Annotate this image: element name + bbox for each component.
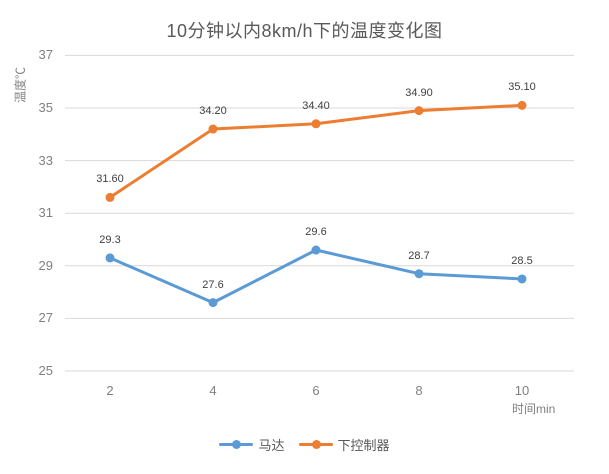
series-line-0 (108, 248, 524, 305)
series-marker (311, 119, 321, 129)
data-label: 28.5 (511, 254, 533, 267)
controller-line-marker-icon (298, 439, 333, 449)
series-marker (517, 274, 527, 284)
legend-label-lower-controller: 下控制器 (337, 437, 390, 453)
data-label: 27.6 (202, 278, 224, 291)
motor-line-marker-icon (219, 439, 254, 449)
series-marker (414, 269, 424, 279)
x-axis-label: 时间min (512, 402, 556, 416)
series-marker (208, 124, 218, 134)
legend-label-motor: 马达 (258, 437, 285, 453)
series-marker (208, 298, 218, 308)
legend-item-motor: 马达 (219, 435, 285, 454)
series-line-1 (108, 103, 524, 199)
series-marker (414, 106, 424, 116)
x-tick-label: 10 (514, 383, 530, 398)
data-label: 28.7 (408, 249, 430, 262)
series-marker (105, 192, 115, 202)
legend: 马达 下控制器 (0, 435, 609, 454)
chart-title: 10分钟以内8km/h下的温度变化图 (166, 21, 443, 41)
y-tick-label: 33 (38, 152, 53, 168)
y-tick-label: 35 (38, 100, 53, 115)
data-label: 29.3 (99, 233, 121, 246)
series-marker (517, 100, 527, 110)
x-tick-label: 4 (209, 383, 217, 398)
x-tick-label: 2 (106, 383, 114, 398)
series-marker (105, 253, 115, 263)
data-label: 34.20 (199, 105, 227, 118)
data-label: 31.60 (96, 173, 124, 186)
data-label: 29.6 (305, 226, 327, 239)
data-label: 35.10 (508, 81, 536, 94)
y-tick-label: 27 (38, 310, 53, 326)
y-tick-label: 29 (38, 257, 53, 273)
series-marker (311, 245, 321, 255)
data-label: 34.40 (302, 99, 330, 112)
legend-item-lower-controller: 下控制器 (298, 435, 390, 454)
y-tick-label: 37 (38, 47, 53, 63)
x-tick-label: 8 (415, 383, 423, 398)
data-label: 34.90 (405, 86, 433, 99)
y-tick-label: 31 (38, 205, 53, 221)
y-tick-label: 25 (38, 363, 53, 378)
x-tick-label: 6 (312, 383, 320, 398)
